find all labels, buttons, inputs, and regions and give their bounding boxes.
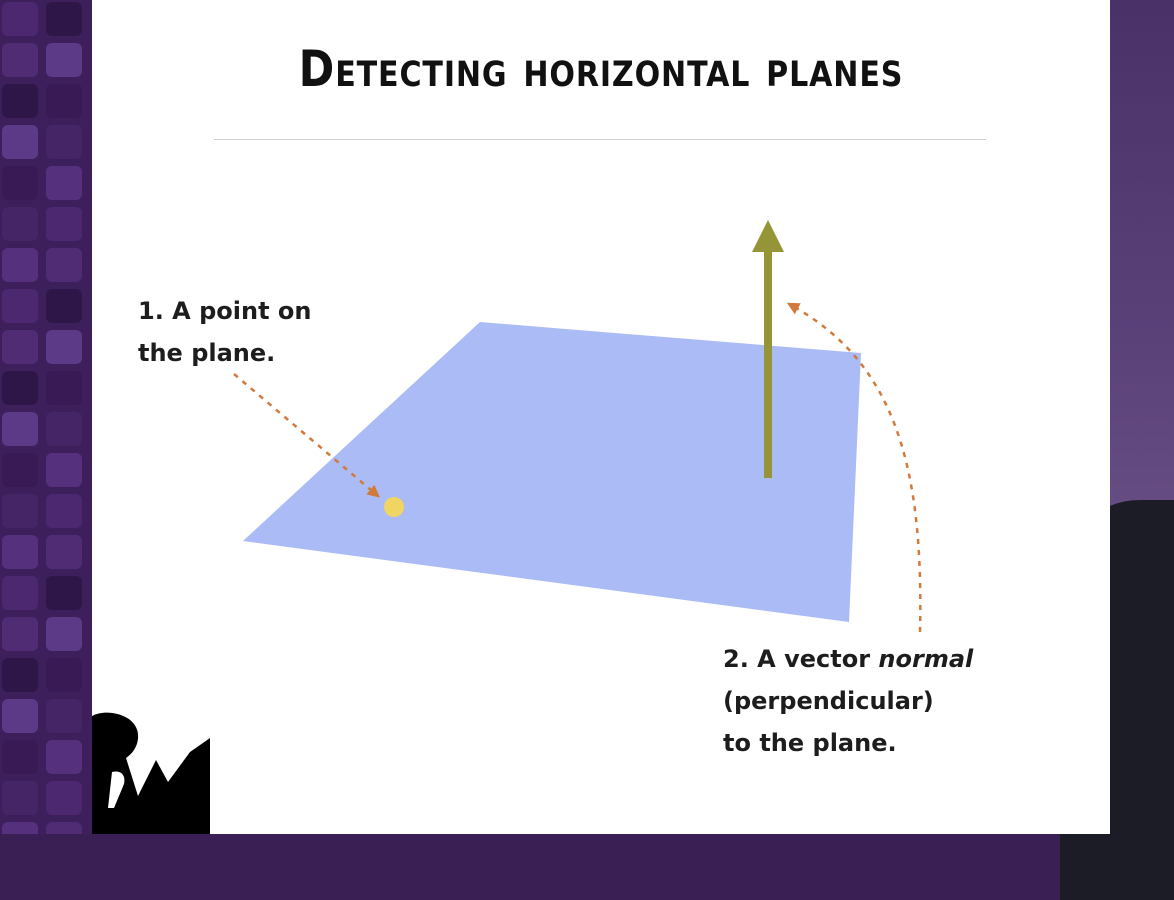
- point-label-line-2: the plane.: [138, 339, 276, 367]
- normal-callout-arrow: [786, 302, 922, 633]
- rw-logo-icon: [92, 712, 210, 834]
- background-tile: [46, 330, 82, 364]
- background-tile: [2, 822, 38, 834]
- slide-title: Detecting horizontal planes: [298, 40, 904, 98]
- background-tile: [2, 576, 38, 610]
- background-tile: [46, 822, 82, 834]
- background-tile: [46, 781, 82, 815]
- background-tile: [46, 535, 82, 569]
- background-tile: [46, 412, 82, 446]
- horizontal-plane: [243, 322, 861, 622]
- point-label-line-1: 1. A point on: [138, 297, 312, 325]
- normal-label-prefix: 2. A vector: [723, 645, 879, 673]
- background-tile: [2, 43, 38, 77]
- background-tile: [46, 699, 82, 733]
- normal-label-line-1: 2. A vector normal: [723, 638, 973, 680]
- background-tile: [2, 166, 38, 200]
- background-tile: [2, 125, 38, 159]
- normal-label-line-3: to the plane.: [723, 729, 897, 757]
- background-tile: [2, 248, 38, 282]
- background-tile: [46, 289, 82, 323]
- tile-pattern: [2, 2, 82, 834]
- slide: Detecting horizontal planes 1. A point o…: [92, 0, 1110, 834]
- plane-diagram: [233, 220, 922, 633]
- background-tile: [46, 248, 82, 282]
- background-tile: [46, 576, 82, 610]
- background-tile: [46, 740, 82, 774]
- background-tile: [46, 166, 82, 200]
- background-tile: [2, 699, 38, 733]
- background-tile: [2, 658, 38, 692]
- background-tile: [2, 371, 38, 405]
- background-tile: [2, 617, 38, 651]
- background-tile: [2, 84, 38, 118]
- background-tile: [2, 535, 38, 569]
- background-tile: [46, 617, 82, 651]
- background-tile: [46, 207, 82, 241]
- background-tile: [2, 330, 38, 364]
- background-tile: [2, 412, 38, 446]
- left-background-pattern: [0, 0, 92, 834]
- normal-vector-label: 2. A vector normal (perpendicular) to th…: [723, 638, 973, 764]
- background-tile: [2, 453, 38, 487]
- background-tile: [2, 740, 38, 774]
- normal-label-emphasis: normal: [878, 645, 974, 673]
- background-tile: [46, 494, 82, 528]
- background-tile: [46, 2, 82, 36]
- background-tile: [2, 781, 38, 815]
- background-tile: [46, 84, 82, 118]
- background-tile: [46, 453, 82, 487]
- title-divider: [214, 139, 986, 140]
- background-tile: [2, 289, 38, 323]
- background-tile: [46, 658, 82, 692]
- background-tile: [46, 125, 82, 159]
- background-tile: [2, 2, 38, 36]
- point-on-plane-label: 1. A point on the plane.: [138, 290, 311, 374]
- background-tile: [2, 207, 38, 241]
- background-tile: [46, 43, 82, 77]
- normal-label-line-2: (perpendicular): [723, 687, 934, 715]
- normal-vector-arrowhead: [752, 220, 784, 252]
- point-on-plane: [384, 497, 404, 517]
- background-tile: [46, 371, 82, 405]
- background-tile: [2, 494, 38, 528]
- point-callout-arrow: [233, 373, 380, 498]
